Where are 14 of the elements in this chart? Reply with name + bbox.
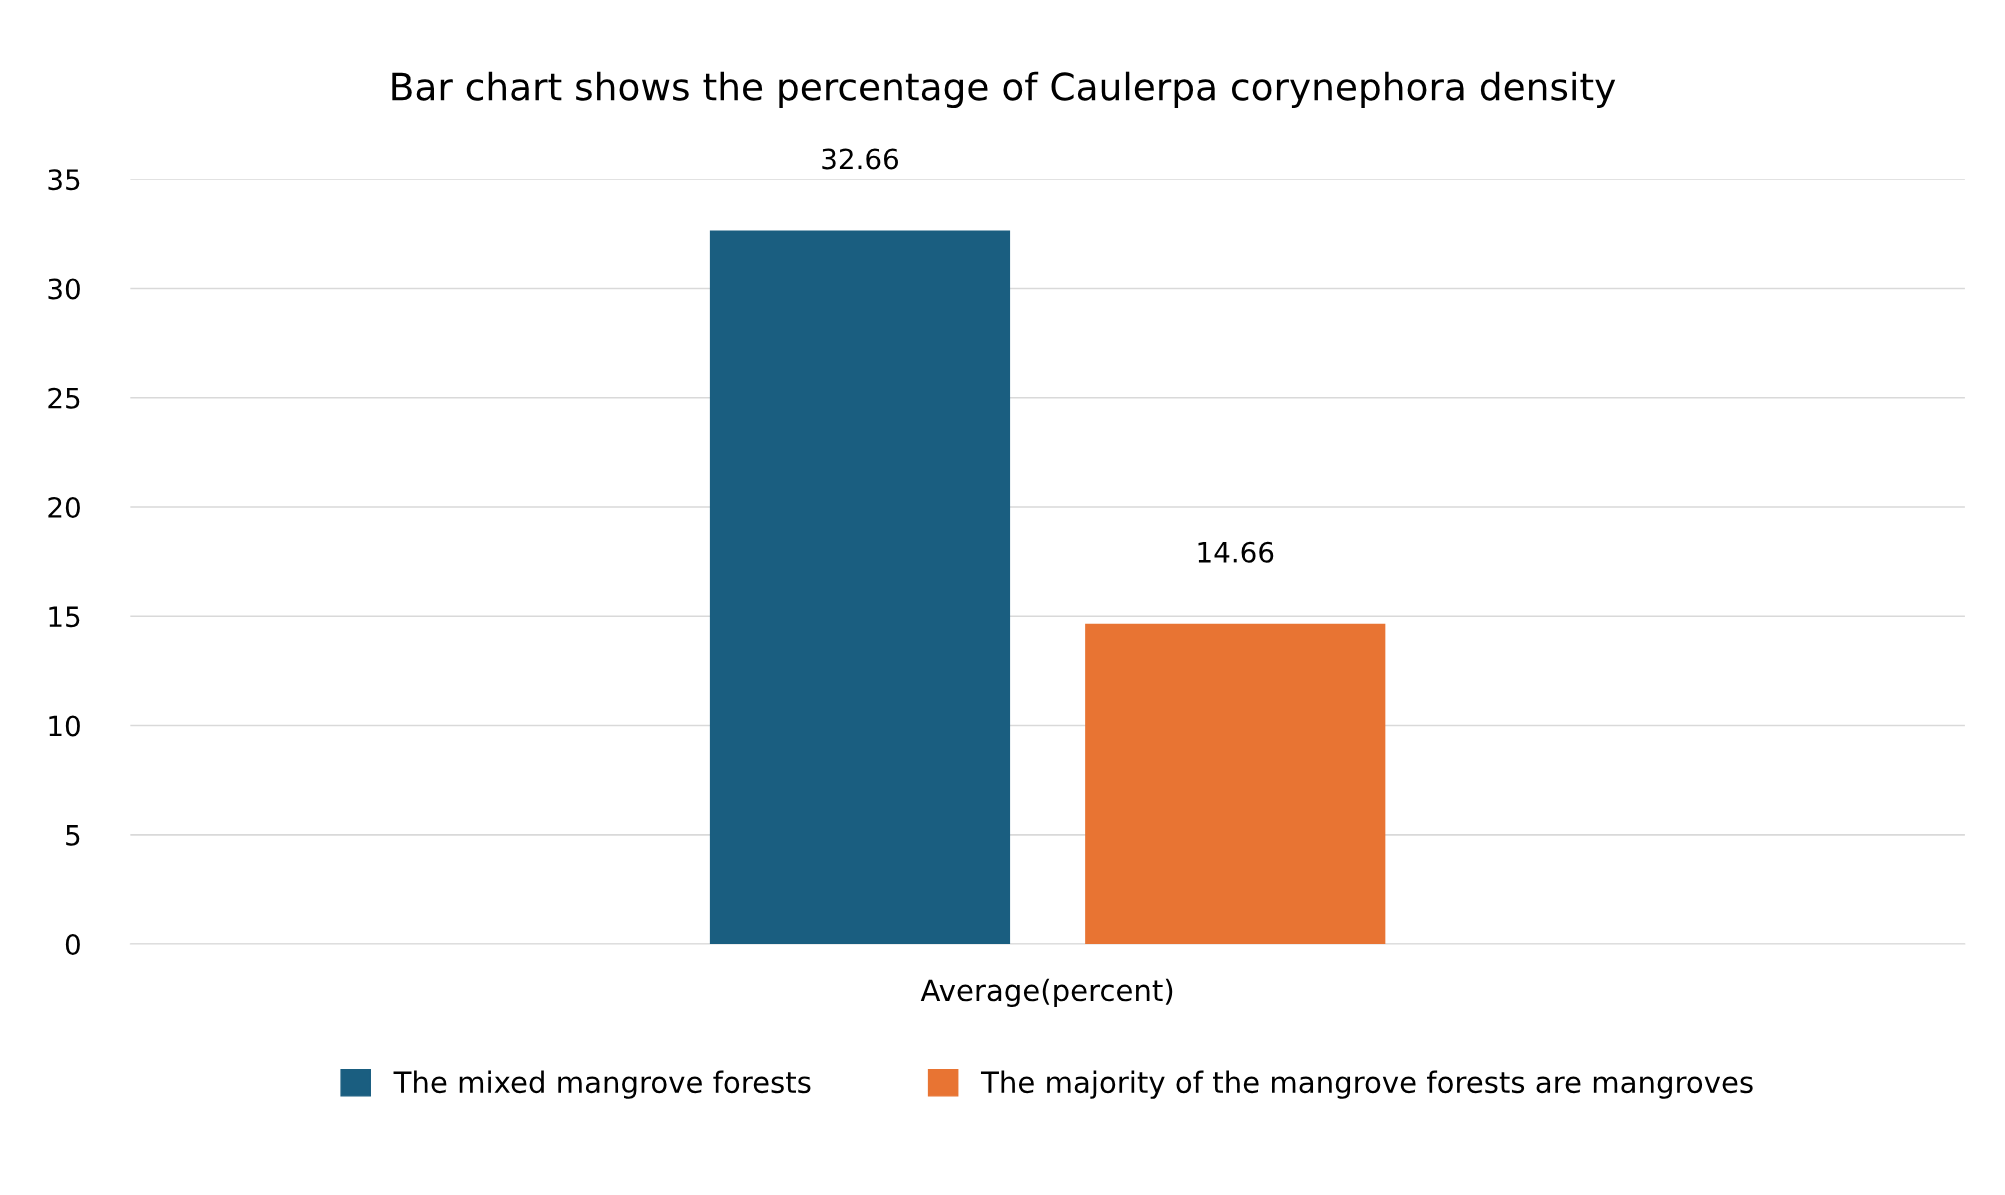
y-tick-label: 35 (48, 169, 80, 191)
chart-title: Bar chart shows the percentage of Caulerpa corynephora density (392, 71, 1616, 108)
data-label: 32.66 (822, 148, 898, 170)
y-tick-label: 15 (49, 606, 80, 628)
y-tick-label: 25 (48, 387, 80, 409)
y-tick-label: 20 (48, 496, 80, 518)
x-tick-label: Average(percent) (920, 978, 1173, 1007)
y-tick-label: 10 (49, 715, 80, 737)
legend-label: The mixed mangrove forests (393, 1070, 811, 1099)
y-tick-label: 30 (48, 278, 80, 300)
y-tick-label: 0 (65, 933, 80, 955)
y-tick-label: 5 (66, 825, 80, 846)
data-label: 14.66 (1198, 541, 1274, 563)
legend-label: The majority of the mangrove forests are mangroves (980, 1070, 1753, 1099)
